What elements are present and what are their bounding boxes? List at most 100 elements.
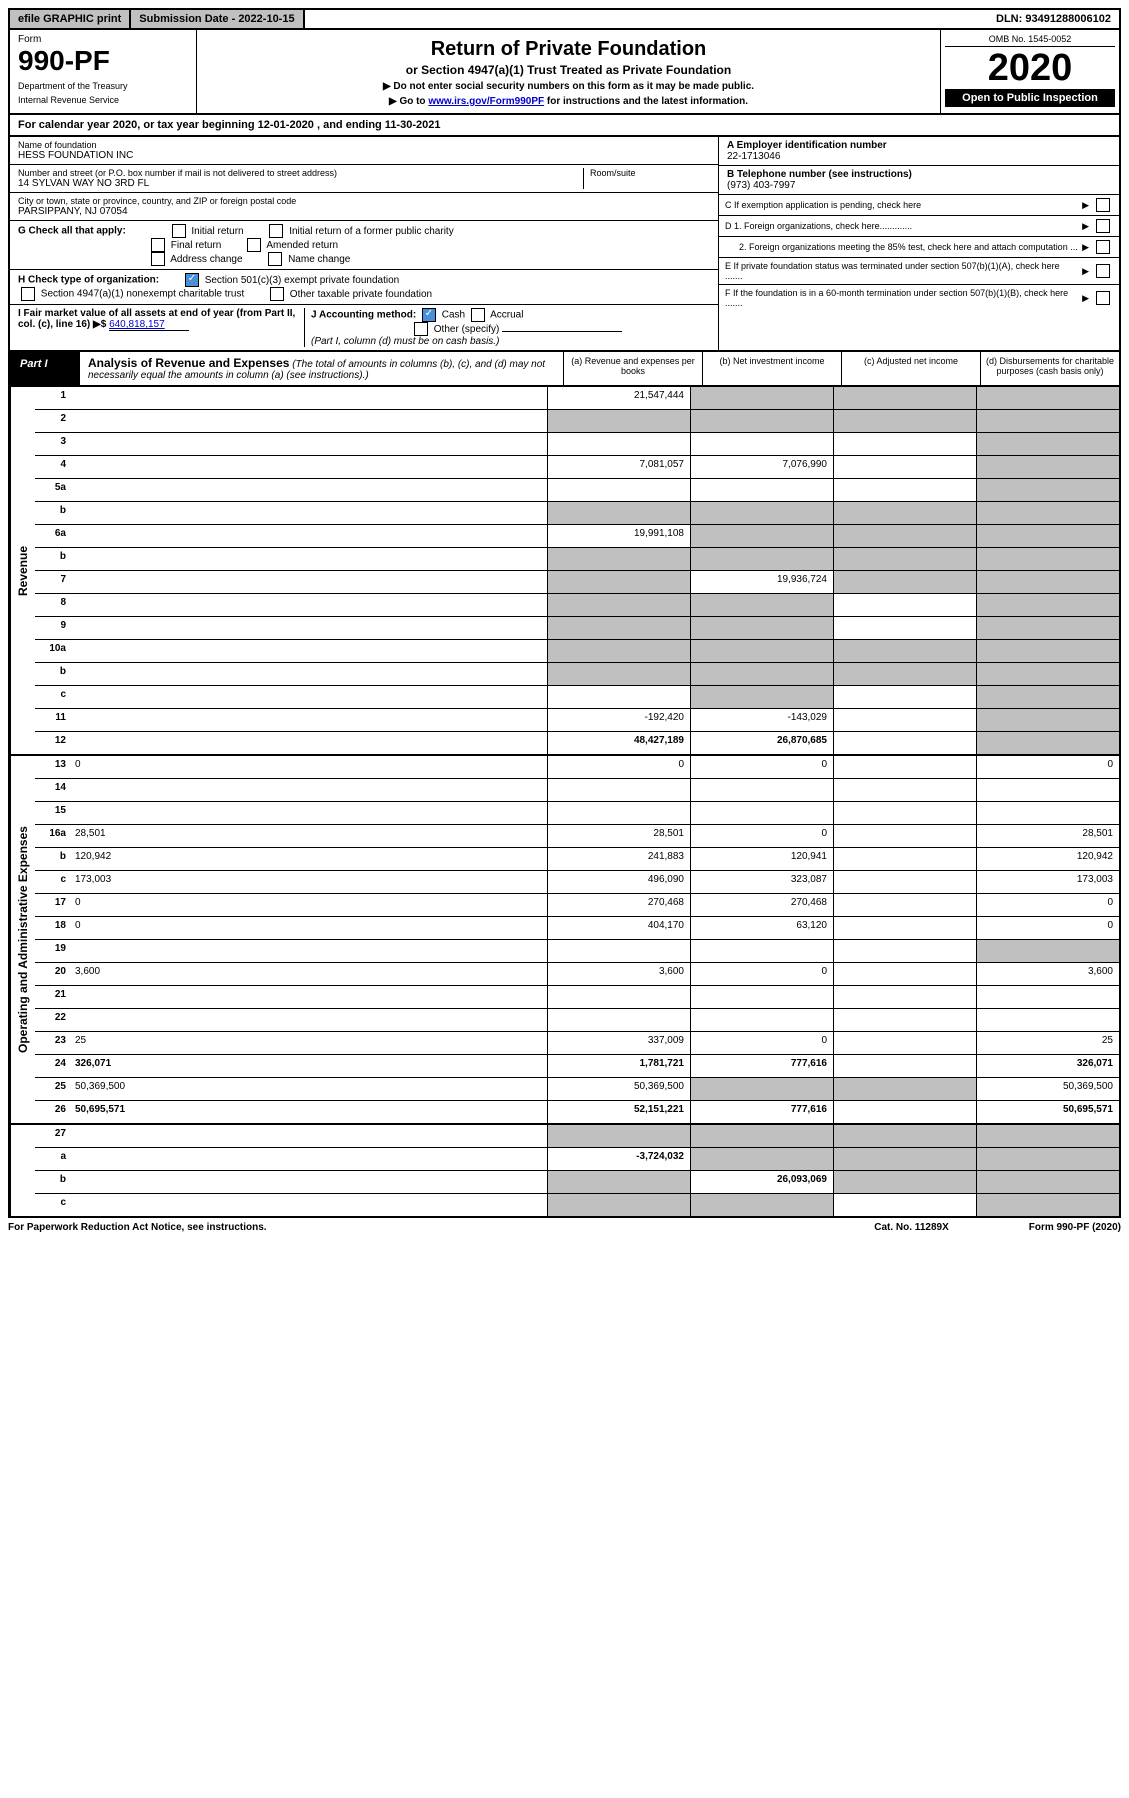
cell-col-c bbox=[833, 917, 976, 939]
cash-checkbox[interactable] bbox=[422, 308, 436, 322]
table-row: 130000 bbox=[35, 756, 1119, 779]
other-taxable-checkbox[interactable] bbox=[270, 287, 284, 301]
cell-col-b bbox=[690, 617, 833, 639]
row-description bbox=[69, 940, 547, 962]
cell-col-b bbox=[690, 479, 833, 501]
row-description bbox=[69, 802, 547, 824]
cell-col-d bbox=[976, 548, 1119, 570]
cell-col-d bbox=[976, 732, 1119, 754]
cell-col-d bbox=[976, 571, 1119, 593]
row-description bbox=[69, 502, 547, 524]
cell-col-a bbox=[547, 640, 690, 662]
cell-col-c bbox=[833, 1032, 976, 1054]
table-row: 2325337,009025 bbox=[35, 1032, 1119, 1055]
status-terminated-checkbox[interactable] bbox=[1096, 264, 1110, 278]
row-description bbox=[69, 410, 547, 432]
cell-col-a: 404,170 bbox=[547, 917, 690, 939]
fmv-value[interactable]: 640,818,157 bbox=[109, 319, 189, 331]
60-month-checkbox[interactable] bbox=[1096, 291, 1110, 305]
cell-col-b: 26,093,069 bbox=[690, 1171, 833, 1193]
row-number: 3 bbox=[35, 433, 69, 455]
row-description bbox=[69, 686, 547, 708]
cell-col-a bbox=[547, 548, 690, 570]
city-label: City or town, state or province, country… bbox=[18, 196, 710, 206]
cell-col-d: 3,600 bbox=[976, 963, 1119, 985]
cell-col-b: 777,616 bbox=[690, 1101, 833, 1123]
address-change-checkbox[interactable] bbox=[151, 252, 165, 266]
row-number: 8 bbox=[35, 594, 69, 616]
row-description bbox=[69, 732, 547, 754]
cell-col-c bbox=[833, 802, 976, 824]
amended-return-checkbox[interactable] bbox=[247, 238, 261, 252]
section-c-label: C If exemption application is pending, c… bbox=[725, 200, 1078, 210]
cell-col-a bbox=[547, 802, 690, 824]
cell-col-b bbox=[690, 525, 833, 547]
row-description: 0 bbox=[69, 917, 547, 939]
row-number: 21 bbox=[35, 986, 69, 1008]
accrual-checkbox[interactable] bbox=[471, 308, 485, 322]
other-method-checkbox[interactable] bbox=[414, 322, 428, 336]
row-number: 4 bbox=[35, 456, 69, 478]
initial-former-checkbox[interactable] bbox=[269, 224, 283, 238]
foreign-85-checkbox[interactable] bbox=[1096, 240, 1110, 254]
row-description bbox=[69, 663, 547, 685]
cell-col-a bbox=[547, 410, 690, 432]
cell-col-b: 777,616 bbox=[690, 1055, 833, 1077]
col-c-header: (c) Adjusted net income bbox=[841, 352, 980, 385]
instructions-link[interactable]: www.irs.gov/Form990PF bbox=[428, 96, 544, 107]
cell-col-b: 19,936,724 bbox=[690, 571, 833, 593]
row-number: 18 bbox=[35, 917, 69, 939]
table-row: b bbox=[35, 548, 1119, 571]
cell-col-c bbox=[833, 387, 976, 409]
row-description: 28,501 bbox=[69, 825, 547, 847]
row-number: c bbox=[35, 1194, 69, 1216]
cell-col-c bbox=[833, 732, 976, 754]
page-footer: For Paperwork Reduction Act Notice, see … bbox=[8, 1218, 1121, 1237]
cell-col-c bbox=[833, 1194, 976, 1216]
cell-col-a bbox=[547, 663, 690, 685]
cell-col-a: 21,547,444 bbox=[547, 387, 690, 409]
exemption-pending-checkbox[interactable] bbox=[1096, 198, 1110, 212]
cell-col-a: 48,427,189 bbox=[547, 732, 690, 754]
cell-col-a bbox=[547, 986, 690, 1008]
row-description bbox=[69, 1148, 547, 1170]
cell-col-a: 50,369,500 bbox=[547, 1078, 690, 1100]
row-number: b bbox=[35, 502, 69, 524]
cell-col-c bbox=[833, 779, 976, 801]
row-description bbox=[69, 479, 547, 501]
row-number: 16a bbox=[35, 825, 69, 847]
name-change-checkbox[interactable] bbox=[268, 252, 282, 266]
top-bar: efile GRAPHIC print Submission Date - 20… bbox=[8, 8, 1121, 30]
foreign-org-checkbox[interactable] bbox=[1096, 219, 1110, 233]
ssn-warning: ▶ Do not enter social security numbers o… bbox=[203, 81, 934, 92]
cell-col-d bbox=[976, 617, 1119, 639]
table-row: 203,6003,60003,600 bbox=[35, 963, 1119, 986]
row-number: 13 bbox=[35, 756, 69, 778]
cell-col-c bbox=[833, 502, 976, 524]
501c3-checkbox[interactable] bbox=[185, 273, 199, 287]
row-number: 12 bbox=[35, 732, 69, 754]
cell-col-d: 50,369,500 bbox=[976, 1078, 1119, 1100]
cell-col-b: 7,076,990 bbox=[690, 456, 833, 478]
cell-col-d bbox=[976, 387, 1119, 409]
row-description bbox=[69, 1194, 547, 1216]
section-d1-label: D 1. Foreign organizations, check here..… bbox=[725, 221, 1078, 231]
4947a1-checkbox[interactable] bbox=[21, 287, 35, 301]
row-description: 326,071 bbox=[69, 1055, 547, 1077]
cell-col-b bbox=[690, 1009, 833, 1031]
initial-return-checkbox[interactable] bbox=[172, 224, 186, 238]
row-number: 25 bbox=[35, 1078, 69, 1100]
cell-col-c bbox=[833, 686, 976, 708]
cell-col-a: 7,081,057 bbox=[547, 456, 690, 478]
final-return-checkbox[interactable] bbox=[151, 238, 165, 252]
submission-date: Submission Date - 2022-10-15 bbox=[131, 10, 304, 28]
cell-col-a: 28,501 bbox=[547, 825, 690, 847]
efile-button[interactable]: efile GRAPHIC print bbox=[10, 10, 131, 28]
cell-col-c bbox=[833, 1148, 976, 1170]
cell-col-d bbox=[976, 663, 1119, 685]
calendar-year-line: For calendar year 2020, or tax year begi… bbox=[8, 115, 1121, 137]
row-number: 27 bbox=[35, 1125, 69, 1147]
cell-col-d bbox=[976, 1171, 1119, 1193]
row-number: 6a bbox=[35, 525, 69, 547]
row-description bbox=[69, 640, 547, 662]
